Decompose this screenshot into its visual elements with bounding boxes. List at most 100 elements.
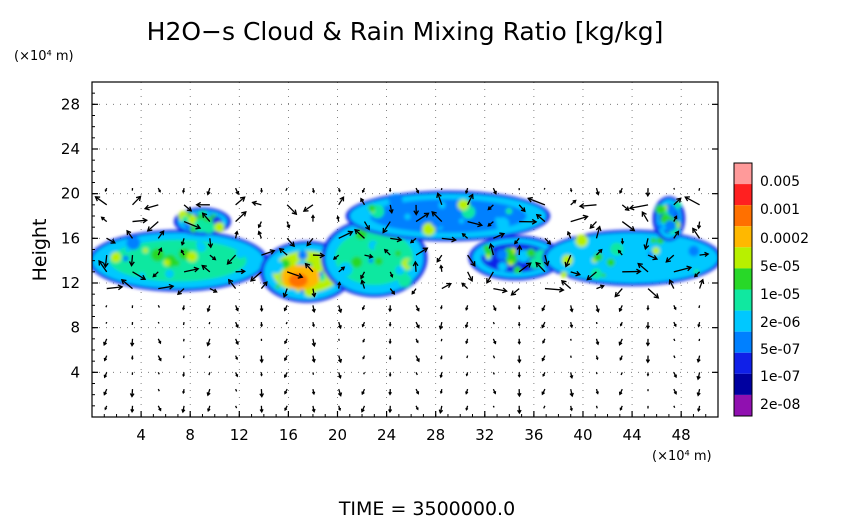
wind-arrow: [195, 201, 210, 208]
wind-arrow: [431, 210, 443, 223]
x-axis: 4 8 12 16 20 24 28 32 36 40 44 48: [103, 411, 707, 444]
colorbar-swatch: [734, 394, 752, 416]
wind-arrow: [492, 388, 497, 395]
wind-arrow: [181, 187, 186, 194]
wind-arrow: [436, 192, 443, 206]
wind-arrow: [157, 388, 160, 392]
cloud-speckle: [601, 273, 606, 278]
wind-arrow: [541, 355, 546, 362]
wind-arrow: [128, 255, 135, 267]
cloud-speckle: [367, 204, 376, 212]
wind-arrow: [492, 187, 497, 195]
wind-arrow: [235, 196, 246, 206]
wind-arrow: [388, 204, 394, 215]
wind-arrow: [338, 405, 342, 412]
wind-arrow: [338, 187, 341, 193]
wind-arrow: [517, 355, 522, 364]
cloud-speckle: [110, 252, 121, 263]
wind-arrow: [251, 200, 262, 206]
wind-arrow: [337, 281, 342, 289]
wind-arrow: [628, 204, 649, 211]
cloud-speckle: [404, 213, 411, 220]
cloud-speckle: [275, 284, 281, 290]
wind-arrow: [465, 405, 469, 411]
wind-arrow: [181, 305, 186, 311]
wind-arrow: [596, 248, 603, 256]
wind-arrow: [312, 252, 326, 259]
wind-arrow: [310, 214, 315, 222]
wind-arrow: [234, 230, 239, 239]
wind-arrow: [622, 268, 642, 275]
cloud-speckle: [606, 258, 616, 267]
wind-arrow: [595, 305, 600, 313]
x-unit-label: (×10⁴ m): [652, 449, 712, 464]
cloud-speckle: [122, 255, 129, 262]
wind-arrow: [103, 372, 108, 379]
x-tick-label: 48: [672, 426, 691, 444]
wind-arrow: [337, 321, 342, 330]
wind-arrow: [569, 305, 574, 313]
wind-arrow: [619, 355, 623, 361]
wind-arrow: [132, 217, 149, 224]
wind-arrow: [388, 355, 392, 361]
x-tick-label: 8: [185, 426, 195, 444]
wind-arrow: [94, 196, 108, 206]
x-tick-label: 40: [573, 426, 592, 444]
wind-arrow: [518, 204, 526, 213]
y-unit-label: (×10⁴ m): [14, 49, 74, 64]
cloud-speckle: [497, 261, 508, 272]
wind-arrow: [260, 322, 264, 328]
wind-arrow: [285, 321, 288, 325]
wind-arrow: [388, 188, 392, 193]
wind-arrow: [595, 225, 602, 239]
wind-arrow: [618, 338, 623, 346]
wind-arrow: [467, 220, 484, 228]
wind-arrow: [338, 266, 346, 273]
wind-arrow: [415, 372, 418, 376]
wind-arrow: [120, 278, 133, 290]
cloud-speckle: [485, 254, 491, 259]
wind-arrow: [259, 405, 264, 414]
y-tick-label: 20: [61, 185, 80, 203]
cloud-speckle: [374, 257, 383, 266]
cloud-speckle: [184, 222, 192, 230]
cloud-speckle: [297, 250, 308, 261]
wind-arrow: [282, 288, 288, 299]
wind-arrow: [361, 321, 366, 328]
cloud-speckle: [367, 213, 372, 218]
wind-arrow: [595, 372, 598, 375]
y-tick-label: 24: [61, 140, 80, 158]
wind-arrow: [620, 372, 623, 376]
cloud-peak-core: [288, 273, 308, 288]
wind-arrow: [467, 193, 474, 206]
wind-arrow: [542, 372, 546, 377]
wind-arrow: [517, 405, 522, 415]
wind-arrow: [103, 338, 108, 346]
wind-arrow: [338, 196, 345, 206]
wind-arrow: [441, 282, 452, 290]
wind-arrow: [461, 232, 469, 239]
wind-arrow: [439, 388, 443, 395]
wind-arrow: [413, 204, 420, 216]
wind-arrow: [492, 355, 496, 359]
wind-arrow: [106, 237, 116, 244]
wind-arrow: [517, 372, 521, 378]
wind-arrow: [235, 388, 238, 392]
cloud-speckle: [655, 204, 666, 215]
wind-arrow: [440, 305, 443, 310]
wind-arrow: [209, 254, 217, 261]
wind-arrow: [235, 405, 238, 409]
wind-arrow: [643, 238, 650, 251]
wind-arrow: [487, 204, 494, 211]
wind-arrow: [311, 388, 316, 396]
wind-arrow: [517, 322, 521, 327]
wind-arrow: [180, 238, 185, 246]
wind-arrow: [696, 221, 702, 230]
x-tick-label: 24: [377, 426, 396, 444]
colorbar-label: 2e-08: [760, 397, 800, 413]
wind-arrow: [361, 305, 366, 311]
wind-arrow: [201, 264, 211, 273]
colorbar-swatch: [734, 268, 752, 290]
cloud-speckle: [368, 258, 374, 264]
wind-arrow: [283, 305, 288, 312]
